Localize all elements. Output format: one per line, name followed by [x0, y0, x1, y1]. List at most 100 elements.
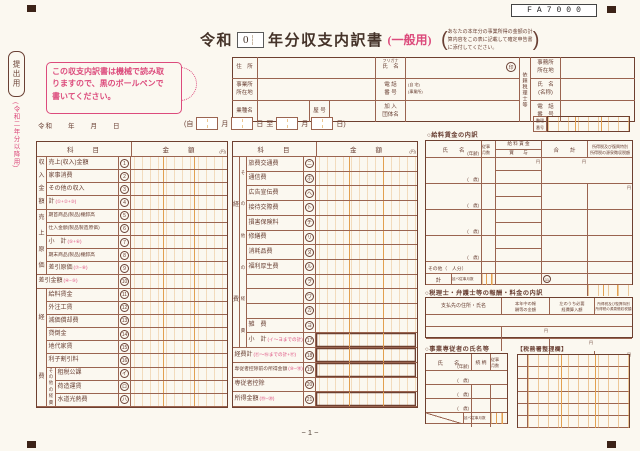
office-use-grid-cell[interactable] [528, 391, 629, 404]
withholding-cell[interactable] [587, 236, 632, 262]
amount-cell[interactable] [131, 209, 226, 222]
amount-cell[interactable] [131, 249, 226, 262]
wage-cell[interactable]: 円 [496, 158, 541, 171]
withholding-cell[interactable] [587, 210, 632, 236]
amount-cell[interactable] [316, 289, 416, 304]
reference-number-field[interactable] [547, 116, 630, 132]
total-cell[interactable] [541, 184, 587, 210]
withholding-sum-cell[interactable] [587, 285, 632, 296]
amount-cell[interactable] [316, 215, 416, 230]
months-cell[interactable] [481, 210, 495, 236]
amount-cell[interactable] [316, 186, 416, 201]
total-cell[interactable] [541, 236, 587, 262]
amount-cell[interactable] [131, 393, 226, 407]
months-cell[interactable] [490, 385, 507, 399]
amount-cell[interactable] [131, 328, 226, 341]
amount-cell[interactable] [131, 235, 226, 249]
fee-amount-cell[interactable]: 円 [501, 327, 549, 339]
phone-field[interactable]: (自 宅) (事業所) [406, 79, 520, 101]
period-from-day-box[interactable] [231, 117, 254, 130]
amount-cell[interactable] [316, 245, 416, 259]
total-sum-cell[interactable]: 11 [541, 274, 587, 285]
office-use-grid-cell[interactable] [528, 355, 629, 368]
total-cell[interactable]: 円 [541, 158, 587, 184]
relation-cell[interactable] [471, 399, 490, 413]
amount-cell[interactable] [316, 362, 416, 377]
months-cell[interactable] [481, 158, 495, 184]
office-use-grid-cell[interactable] [528, 403, 629, 417]
relation-cell[interactable] [471, 413, 490, 427]
agent-office-field[interactable] [561, 57, 635, 79]
total-cell[interactable] [541, 210, 587, 236]
withholding-cell[interactable] [587, 262, 632, 288]
amount-cell[interactable] [316, 230, 416, 245]
biz-address-field[interactable] [258, 79, 376, 101]
amount-cell[interactable] [316, 304, 416, 318]
wage-cell[interactable] [496, 184, 541, 197]
industry-field[interactable] [258, 101, 310, 122]
amount-cell[interactable] [131, 275, 226, 288]
deductible-cell[interactable]: 円 [549, 339, 594, 351]
trade-name-field[interactable] [330, 101, 376, 122]
withholding-cell[interactable] [587, 262, 632, 274]
wage-cell[interactable] [496, 236, 541, 249]
amount-cell[interactable] [131, 183, 226, 196]
total-cell[interactable] [541, 262, 587, 274]
wage-bonus-sum-cell[interactable] [495, 274, 541, 285]
fee-amount-cell[interactable] [501, 339, 549, 351]
period-from-month-box[interactable] [196, 117, 219, 130]
employee-name-cell[interactable]: ( 歳) [426, 184, 481, 210]
amount-cell[interactable] [131, 170, 226, 183]
payee-cell[interactable] [426, 327, 501, 339]
employee-name-cell[interactable]: ( 歳) [426, 210, 481, 236]
amount-cell[interactable] [316, 157, 416, 171]
family-name-cell[interactable]: ( 歳) [426, 371, 471, 385]
amount-cell[interactable] [316, 318, 416, 333]
period-to-day-box[interactable] [311, 117, 334, 130]
amount-cell[interactable] [131, 367, 226, 380]
office-use-grid-cell[interactable] [528, 416, 629, 429]
amount-cell[interactable] [316, 333, 416, 348]
employee-name-cell[interactable]: ( 歳) [426, 158, 481, 184]
amount-cell[interactable] [131, 380, 226, 393]
months-cell[interactable] [481, 236, 495, 262]
amount-cell[interactable] [131, 354, 226, 367]
amount-cell[interactable] [316, 348, 416, 362]
relation-cell[interactable] [471, 385, 490, 399]
bonus-cell[interactable] [496, 249, 541, 261]
address-field[interactable] [258, 57, 376, 79]
months-cell[interactable] [481, 184, 495, 210]
total-months-cell[interactable] [481, 274, 495, 285]
total-months-cell[interactable] [490, 413, 507, 424]
name-field[interactable]: 印 [406, 57, 520, 79]
amount-cell[interactable] [131, 314, 226, 328]
bonus-cell[interactable] [496, 171, 541, 183]
bonus-cell[interactable] [496, 197, 541, 209]
org-field[interactable] [406, 101, 520, 122]
wage-cell[interactable] [496, 210, 541, 223]
months-cell[interactable] [481, 262, 495, 274]
wage-bonus-cell[interactable] [495, 262, 541, 274]
family-name-cell[interactable]: ( 歳) [426, 385, 471, 399]
amount-cell[interactable] [131, 341, 226, 354]
family-name-cell[interactable]: ( 歳) [426, 399, 471, 413]
amount-cell[interactable] [131, 262, 226, 275]
amount-cell[interactable] [316, 259, 416, 274]
amount-cell[interactable] [131, 288, 226, 301]
amount-cell[interactable] [316, 171, 416, 186]
amount-cell[interactable] [131, 196, 226, 209]
period-to-month-box[interactable] [276, 117, 299, 130]
amount-cell[interactable] [316, 392, 416, 406]
office-use-grid-cell[interactable] [528, 379, 629, 392]
employee-name-cell[interactable]: ( 歳) [426, 236, 481, 262]
amount-cell[interactable] [131, 222, 226, 236]
year-input-box[interactable]: 0 [237, 31, 265, 48]
amount-cell[interactable] [131, 301, 226, 315]
office-use-grid-cell[interactable] [528, 367, 629, 380]
payee-cell[interactable] [426, 315, 501, 327]
amount-cell[interactable] [316, 377, 416, 392]
amount-cell[interactable] [131, 157, 226, 170]
months-cell[interactable] [490, 399, 507, 413]
withholding-cell[interactable]: 円 [587, 184, 632, 210]
agent-name-field[interactable] [561, 79, 635, 101]
